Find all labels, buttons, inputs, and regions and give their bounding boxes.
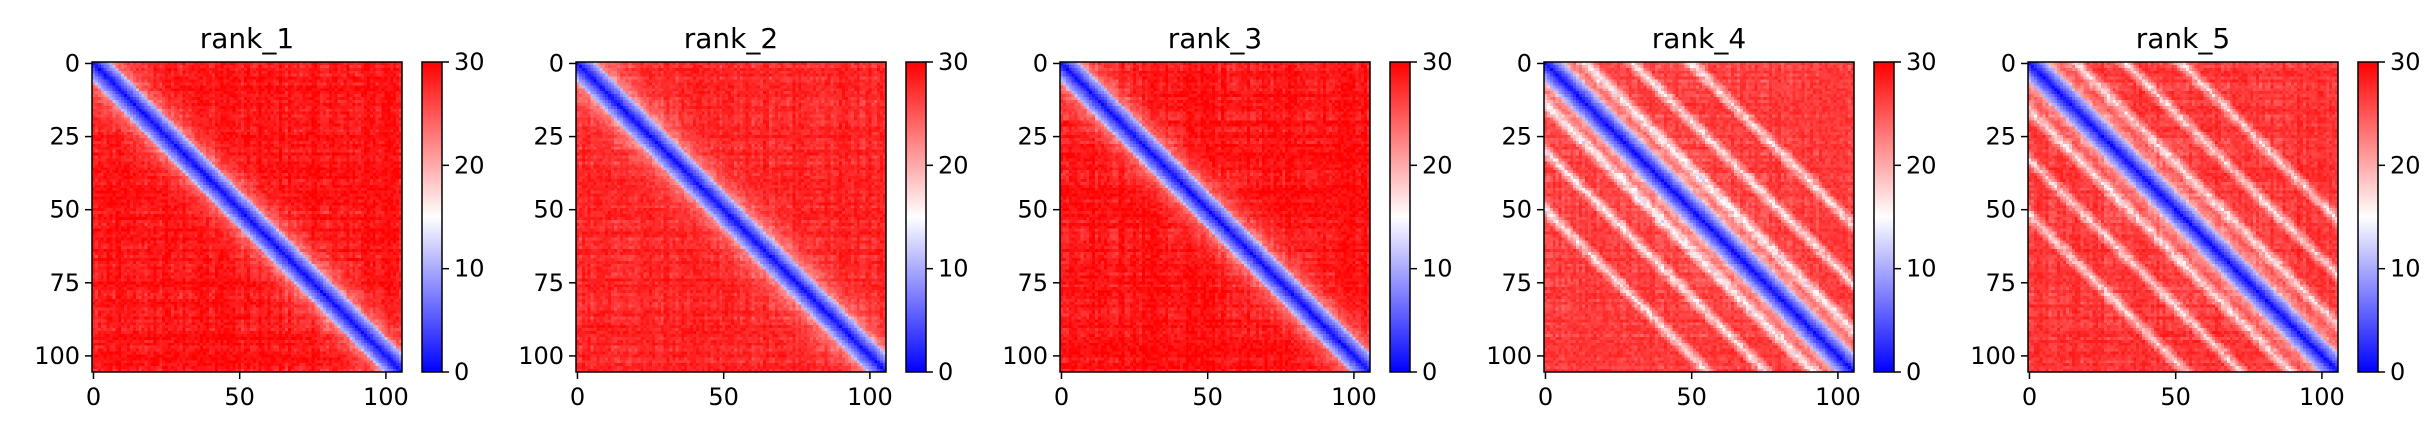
colorbar-tick-label: 10 bbox=[1906, 255, 1937, 283]
colorbar-tick-label: 10 bbox=[2390, 255, 2421, 283]
colorbar-tick-label: 0 bbox=[454, 358, 469, 386]
colorbar bbox=[2357, 61, 2379, 373]
colorbar-tick-label: 20 bbox=[938, 151, 969, 179]
colorbar-tick-label: 30 bbox=[1422, 48, 1453, 76]
y-tick-label: 100 bbox=[34, 342, 80, 370]
colorbar bbox=[1389, 61, 1411, 373]
colorbar-tick-label: 30 bbox=[938, 48, 969, 76]
colorbar bbox=[421, 61, 443, 373]
chart-title: rank_4 bbox=[1652, 22, 1746, 55]
x-tick-label: 100 bbox=[1815, 383, 1861, 411]
y-tick-label: 100 bbox=[1486, 342, 1532, 370]
plot-frame bbox=[1543, 61, 1855, 373]
plot-frame bbox=[91, 61, 403, 373]
y-tick-label: 100 bbox=[1970, 342, 2016, 370]
colorbar-tick-label: 20 bbox=[1422, 151, 1453, 179]
y-tick-label: 50 bbox=[1017, 196, 1048, 224]
y-tick-label: 25 bbox=[533, 123, 564, 151]
x-tick-label: 100 bbox=[363, 383, 409, 411]
colorbar bbox=[1873, 61, 1895, 373]
x-tick-label: 50 bbox=[708, 383, 739, 411]
plot-frame bbox=[2027, 61, 2339, 373]
y-tick-label: 75 bbox=[1985, 269, 2016, 297]
colorbar-tick-label: 30 bbox=[454, 48, 485, 76]
colorbar-tick-label: 30 bbox=[2390, 48, 2421, 76]
y-tick-label: 50 bbox=[49, 196, 80, 224]
y-tick-label: 0 bbox=[1033, 49, 1048, 77]
y-tick-label: 75 bbox=[1501, 269, 1532, 297]
chart-title: rank_3 bbox=[1168, 22, 1262, 55]
colorbar-tick-label: 20 bbox=[2390, 151, 2421, 179]
colorbar-tick-label: 10 bbox=[454, 255, 485, 283]
x-tick-label: 0 bbox=[2022, 383, 2037, 411]
colorbar bbox=[905, 61, 927, 373]
y-tick-label: 0 bbox=[65, 49, 80, 77]
colorbar-tick-label: 30 bbox=[1906, 48, 1937, 76]
x-tick-label: 100 bbox=[1331, 383, 1377, 411]
chart-title: rank_1 bbox=[200, 22, 294, 55]
colorbar-tick-label: 20 bbox=[454, 151, 485, 179]
x-tick-label: 100 bbox=[847, 383, 893, 411]
plot-frame bbox=[1059, 61, 1371, 373]
colorbar-tick-label: 10 bbox=[1422, 255, 1453, 283]
colorbar-tick-label: 0 bbox=[1906, 358, 1921, 386]
x-tick-label: 0 bbox=[1054, 383, 1069, 411]
x-tick-label: 50 bbox=[1192, 383, 1223, 411]
colorbar-tick-label: 20 bbox=[1906, 151, 1937, 179]
y-tick-label: 25 bbox=[1017, 123, 1048, 151]
colorbar-tick-label: 10 bbox=[938, 255, 969, 283]
y-tick-label: 50 bbox=[533, 196, 564, 224]
colorbar-tick-label: 0 bbox=[2390, 358, 2405, 386]
chart-title: rank_2 bbox=[684, 22, 778, 55]
y-tick-label: 0 bbox=[549, 49, 564, 77]
y-tick-label: 50 bbox=[1985, 196, 2016, 224]
x-tick-label: 0 bbox=[86, 383, 101, 411]
y-tick-label: 100 bbox=[1002, 342, 1048, 370]
heatmap-image bbox=[1544, 62, 1854, 372]
x-tick-label: 0 bbox=[1538, 383, 1553, 411]
colorbar-tick-label: 0 bbox=[938, 358, 953, 386]
y-tick-label: 75 bbox=[1017, 269, 1048, 297]
y-tick-label: 25 bbox=[1501, 123, 1532, 151]
y-tick-label: 25 bbox=[49, 123, 80, 151]
y-tick-label: 50 bbox=[1501, 196, 1532, 224]
y-tick-label: 0 bbox=[1517, 49, 1532, 77]
y-tick-label: 25 bbox=[1985, 123, 2016, 151]
y-tick-label: 75 bbox=[533, 269, 564, 297]
heatmap-image bbox=[2028, 62, 2338, 372]
heatmap-image bbox=[576, 62, 886, 372]
y-tick-label: 0 bbox=[2001, 49, 2016, 77]
y-tick-label: 100 bbox=[518, 342, 564, 370]
y-tick-label: 75 bbox=[49, 269, 80, 297]
heatmap-image bbox=[92, 62, 402, 372]
x-tick-label: 50 bbox=[2160, 383, 2191, 411]
x-tick-label: 100 bbox=[2299, 383, 2345, 411]
x-tick-label: 50 bbox=[1676, 383, 1707, 411]
heatmap-image bbox=[1060, 62, 1370, 372]
colorbar-tick-label: 0 bbox=[1422, 358, 1437, 386]
x-tick-label: 0 bbox=[570, 383, 585, 411]
x-tick-label: 50 bbox=[224, 383, 255, 411]
chart-title: rank_5 bbox=[2136, 22, 2230, 55]
plot-frame bbox=[575, 61, 887, 373]
